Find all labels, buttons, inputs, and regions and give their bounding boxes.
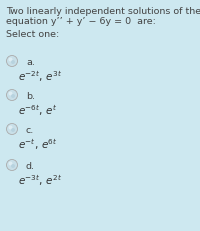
Text: c.: c. bbox=[26, 125, 34, 134]
Text: a.: a. bbox=[26, 58, 35, 67]
Text: d.: d. bbox=[26, 161, 35, 170]
Circle shape bbox=[8, 162, 12, 166]
Circle shape bbox=[8, 58, 12, 62]
Text: $e^{-3t},\,e^{2t}$: $e^{-3t},\,e^{2t}$ bbox=[18, 172, 62, 187]
Text: $e^{-2t},\,e^{3t}$: $e^{-2t},\,e^{3t}$ bbox=[18, 69, 62, 83]
Text: equation y’’ + y’ − 6y = 0  are:: equation y’’ + y’ − 6y = 0 are: bbox=[6, 17, 156, 26]
Text: Select one:: Select one: bbox=[6, 30, 59, 39]
Circle shape bbox=[11, 61, 15, 65]
Circle shape bbox=[8, 126, 12, 130]
Circle shape bbox=[6, 160, 18, 171]
Circle shape bbox=[6, 56, 18, 67]
Circle shape bbox=[11, 164, 15, 168]
Text: Two linearly independent solutions of the: Two linearly independent solutions of th… bbox=[6, 7, 200, 16]
Circle shape bbox=[11, 128, 15, 132]
Circle shape bbox=[11, 94, 15, 99]
Circle shape bbox=[8, 92, 12, 96]
Text: b.: b. bbox=[26, 92, 35, 100]
Text: $e^{-t},\,e^{6t}$: $e^{-t},\,e^{6t}$ bbox=[18, 137, 58, 151]
Circle shape bbox=[6, 124, 18, 135]
Circle shape bbox=[6, 90, 18, 101]
Text: $e^{-6t},\,e^{t}$: $e^{-6t},\,e^{t}$ bbox=[18, 103, 58, 117]
